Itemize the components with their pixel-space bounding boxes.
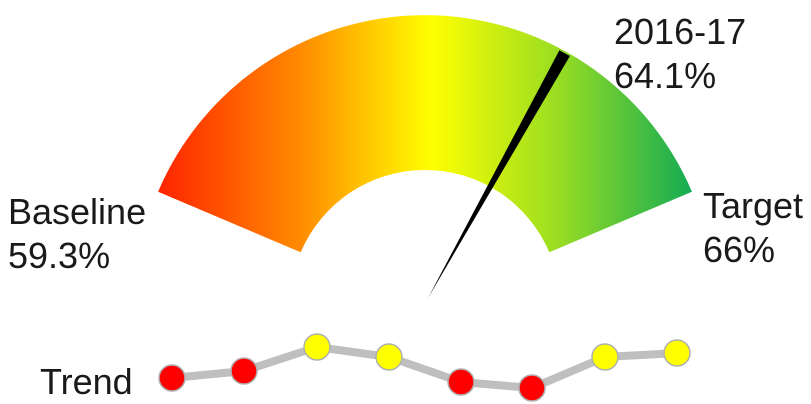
baseline-label: Baseline 59.3% — [8, 190, 146, 278]
trend-point — [663, 339, 691, 367]
gauge-needle — [428, 50, 570, 299]
target-value: 66% — [703, 229, 776, 270]
trend-point — [518, 374, 546, 402]
trend-point — [158, 364, 186, 392]
trend-point — [375, 343, 403, 371]
current-period: 2016-17 — [614, 11, 747, 52]
trend-point — [230, 357, 258, 385]
target-title: Target — [703, 185, 804, 226]
target-label: Target 66% — [703, 184, 803, 272]
baseline-value: 59.3% — [8, 235, 111, 276]
trend-point — [303, 333, 331, 361]
trend-series — [158, 333, 691, 402]
gauge-arc — [158, 15, 692, 253]
current-value-label: 2016-17 64.1% — [614, 10, 746, 98]
trend-point — [447, 368, 475, 396]
trend-point — [591, 343, 619, 371]
baseline-title: Baseline — [8, 191, 147, 232]
trend-label: Trend — [40, 361, 133, 402]
current-value: 64.1% — [614, 55, 717, 96]
